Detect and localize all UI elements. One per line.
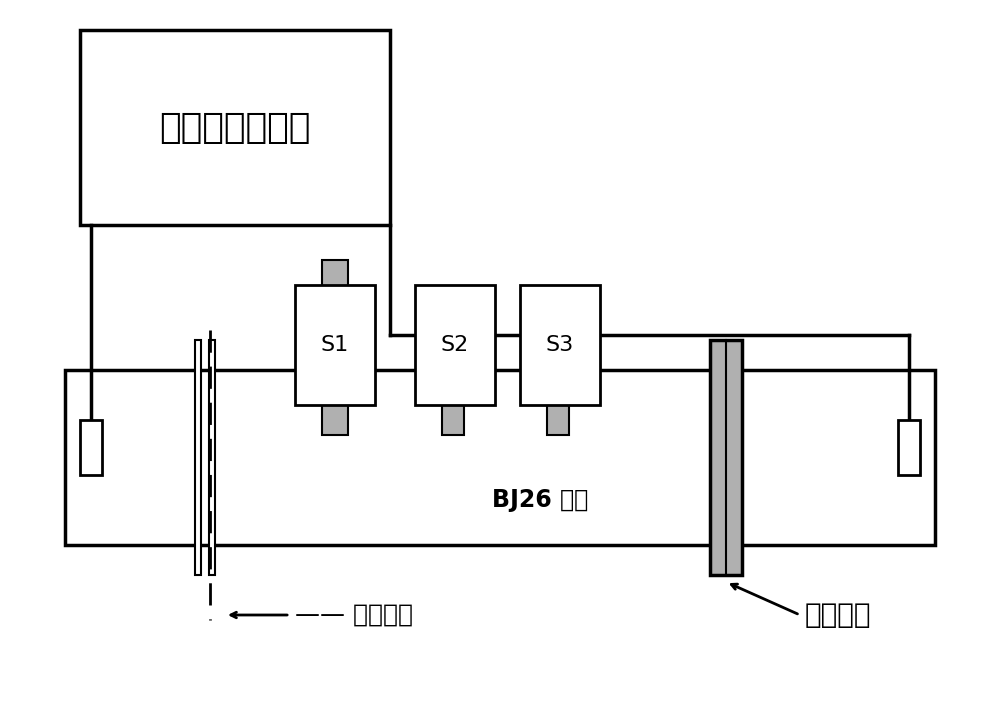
Text: 矢量网络分析仪: 矢量网络分析仪 xyxy=(159,110,311,145)
Bar xyxy=(322,260,348,435)
Text: BJ26 波导: BJ26 波导 xyxy=(492,488,588,512)
Bar xyxy=(80,30,390,225)
Bar xyxy=(295,285,375,405)
Text: S3: S3 xyxy=(546,335,574,355)
Bar xyxy=(65,370,935,545)
Bar xyxy=(898,420,920,475)
Bar xyxy=(80,420,102,475)
Bar xyxy=(547,360,569,435)
Text: 负载膜片: 负载膜片 xyxy=(805,601,872,629)
Bar xyxy=(209,340,215,575)
Bar xyxy=(520,285,600,405)
Bar xyxy=(710,340,742,575)
Bar xyxy=(442,360,464,435)
Text: —— 测量平面: —— 测量平面 xyxy=(295,603,413,627)
Bar xyxy=(195,340,201,575)
Text: S1: S1 xyxy=(321,335,349,355)
Text: S2: S2 xyxy=(441,335,469,355)
Bar xyxy=(415,285,495,405)
